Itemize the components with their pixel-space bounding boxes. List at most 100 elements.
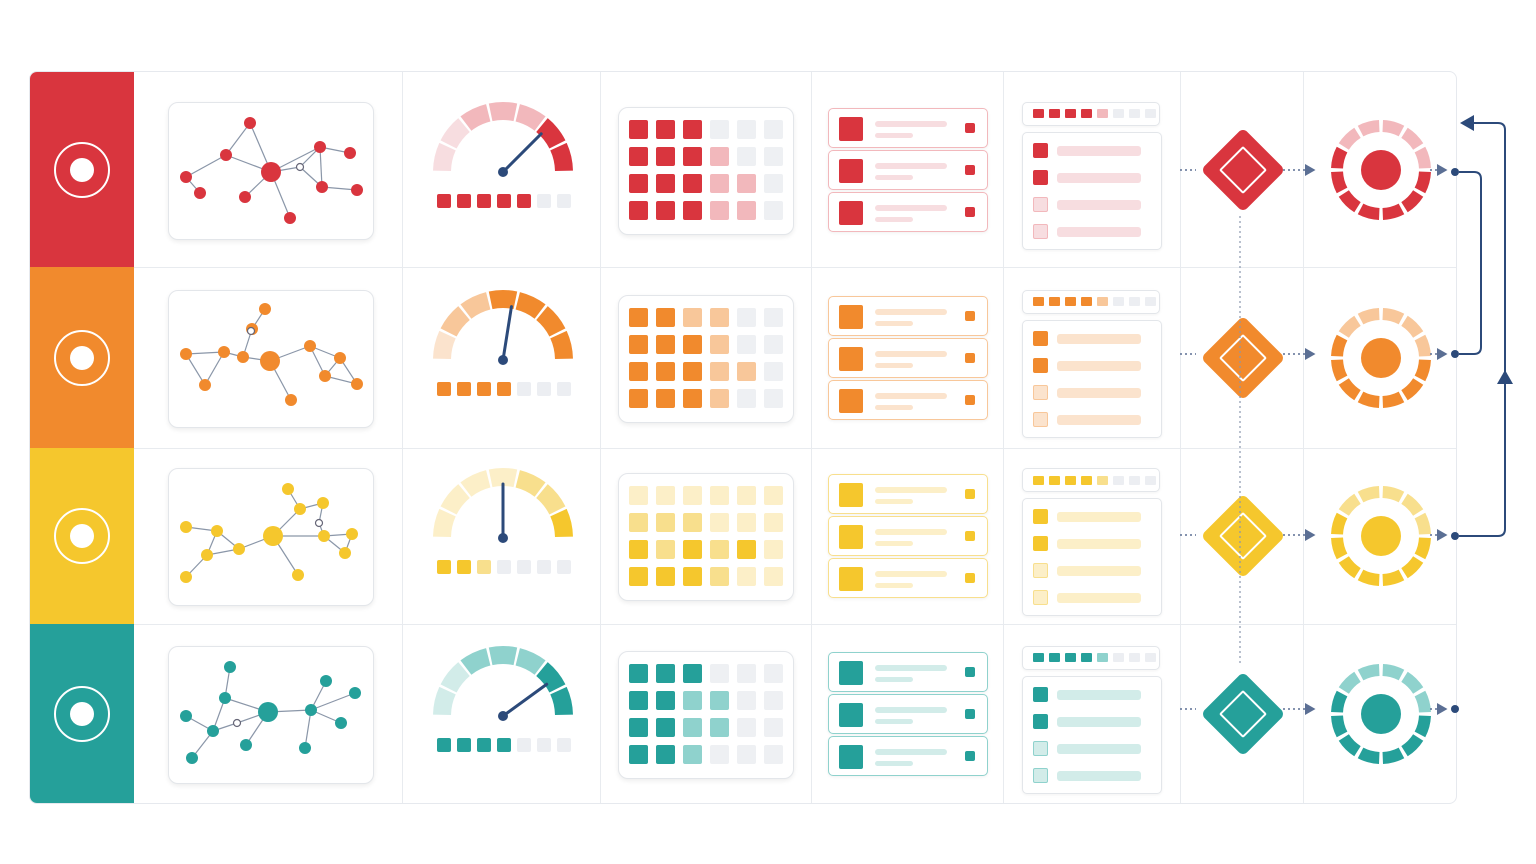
- level-step: [497, 560, 511, 574]
- checklist-row[interactable]: [1033, 169, 1153, 186]
- checklist-row[interactable]: [1033, 713, 1153, 730]
- list-row-line: [875, 529, 947, 535]
- network-node: [224, 660, 236, 673]
- donut-segment: [1400, 556, 1423, 579]
- heatmap-grid-icon[interactable]: [618, 650, 794, 779]
- network-graph-icon[interactable]: [168, 101, 374, 240]
- donut-segment: [1414, 537, 1431, 560]
- network-graph-icon[interactable]: [168, 645, 374, 784]
- diamond-decision-icon[interactable]: [1200, 671, 1285, 756]
- checklist-row[interactable]: [1033, 196, 1153, 213]
- checklist-row[interactable]: [1033, 357, 1153, 374]
- speedometer-icon: [433, 645, 573, 721]
- checklist-row[interactable]: [1033, 411, 1153, 428]
- heatmap-grid-icon[interactable]: [618, 106, 794, 235]
- checkbox[interactable]: [1033, 384, 1048, 400]
- checklist-table-icon[interactable]: [1022, 131, 1162, 250]
- checklist-table-icon[interactable]: [1022, 498, 1162, 616]
- header-swatch: [1113, 653, 1124, 662]
- network-graph: [180, 483, 358, 583]
- target-ring-icon[interactable]: [54, 508, 110, 564]
- gauge-level-steps: [437, 560, 571, 574]
- checklist-row[interactable]: [1033, 509, 1153, 525]
- header-swatch: [1145, 297, 1156, 306]
- checklist-row[interactable]: [1033, 223, 1153, 240]
- checkbox[interactable]: [1033, 196, 1048, 212]
- network-graph-icon[interactable]: [168, 468, 374, 606]
- checkbox[interactable]: [1033, 686, 1048, 702]
- network-graph-icon[interactable]: [168, 289, 374, 428]
- checkbox[interactable]: [1033, 223, 1048, 239]
- grid-cell: [656, 486, 675, 505]
- checkbox[interactable]: [1033, 590, 1048, 605]
- checklist-row[interactable]: [1033, 536, 1153, 552]
- list-row-swatch: [839, 116, 863, 141]
- checklist-row[interactable]: [1033, 563, 1153, 579]
- checkbox[interactable]: [1033, 536, 1048, 551]
- checklist-table-icon[interactable]: [1022, 319, 1162, 438]
- checklist-row[interactable]: [1033, 590, 1153, 606]
- checklist-bar: [1057, 716, 1141, 727]
- gauge-segment: [460, 291, 491, 319]
- grid-cell: [683, 690, 702, 710]
- checklist-row[interactable]: [1033, 686, 1153, 703]
- checkbox[interactable]: [1033, 330, 1048, 346]
- donut-segment: [1382, 569, 1404, 586]
- row-divider: [134, 624, 1456, 625]
- diamond-decision-icon[interactable]: [1200, 127, 1285, 212]
- heatmap-grid-icon[interactable]: [618, 294, 794, 423]
- diamond-inner-square: [1218, 333, 1267, 382]
- level-step: [497, 381, 511, 396]
- list-row-pip: [965, 531, 975, 541]
- list-row[interactable]: [828, 191, 988, 232]
- cell-col-3: [600, 267, 812, 448]
- list-row[interactable]: [828, 107, 988, 148]
- checkbox[interactable]: [1033, 563, 1048, 578]
- heatmap-grid-icon[interactable]: [618, 473, 794, 601]
- list-row[interactable]: [828, 379, 988, 420]
- checkbox[interactable]: [1033, 767, 1048, 783]
- list-row[interactable]: [828, 651, 988, 692]
- checklist-row[interactable]: [1033, 767, 1153, 784]
- checkbox[interactable]: [1033, 169, 1048, 185]
- grid-cell: [710, 388, 729, 408]
- list-row[interactable]: [828, 516, 988, 556]
- target-ring-icon[interactable]: [54, 141, 110, 198]
- gauge-segment: [536, 305, 566, 337]
- checkbox[interactable]: [1033, 509, 1048, 524]
- list-row[interactable]: [828, 693, 988, 734]
- checkbox[interactable]: [1033, 142, 1048, 158]
- grid-cell: [683, 334, 702, 354]
- diamond-decision-icon[interactable]: [1200, 493, 1285, 579]
- diamond-decision-icon[interactable]: [1200, 315, 1285, 400]
- checklist-row[interactable]: [1033, 142, 1153, 159]
- grid-cell: [737, 307, 756, 327]
- grid-cell: [683, 119, 702, 139]
- network-edge: [204, 351, 225, 385]
- checklist-table-icon[interactable]: [1022, 675, 1162, 794]
- grid-cell: [764, 717, 783, 737]
- list-row[interactable]: [828, 295, 988, 336]
- checklist-row[interactable]: [1033, 740, 1153, 757]
- grid-cell: [629, 146, 648, 166]
- header-swatch: [1129, 653, 1140, 662]
- cell-col-1: [134, 72, 402, 267]
- list-row[interactable]: [828, 735, 988, 776]
- target-ring-icon[interactable]: [54, 685, 110, 742]
- list-row[interactable]: [828, 337, 988, 378]
- checkbox[interactable]: [1033, 357, 1048, 373]
- target-ring-icon[interactable]: [54, 329, 110, 386]
- list-row-line: [875, 676, 913, 682]
- checklist-row[interactable]: [1033, 330, 1153, 347]
- checkbox[interactable]: [1033, 740, 1048, 756]
- list-row[interactable]: [828, 149, 988, 190]
- checkbox[interactable]: [1033, 713, 1048, 729]
- list-row[interactable]: [828, 558, 988, 598]
- list-row[interactable]: [828, 474, 988, 514]
- header-swatch: [1129, 475, 1140, 485]
- checklist-row[interactable]: [1033, 384, 1153, 401]
- level-step: [517, 737, 531, 752]
- list-row-swatch: [839, 525, 863, 549]
- donut-segment: [1357, 569, 1379, 586]
- checkbox[interactable]: [1033, 411, 1048, 427]
